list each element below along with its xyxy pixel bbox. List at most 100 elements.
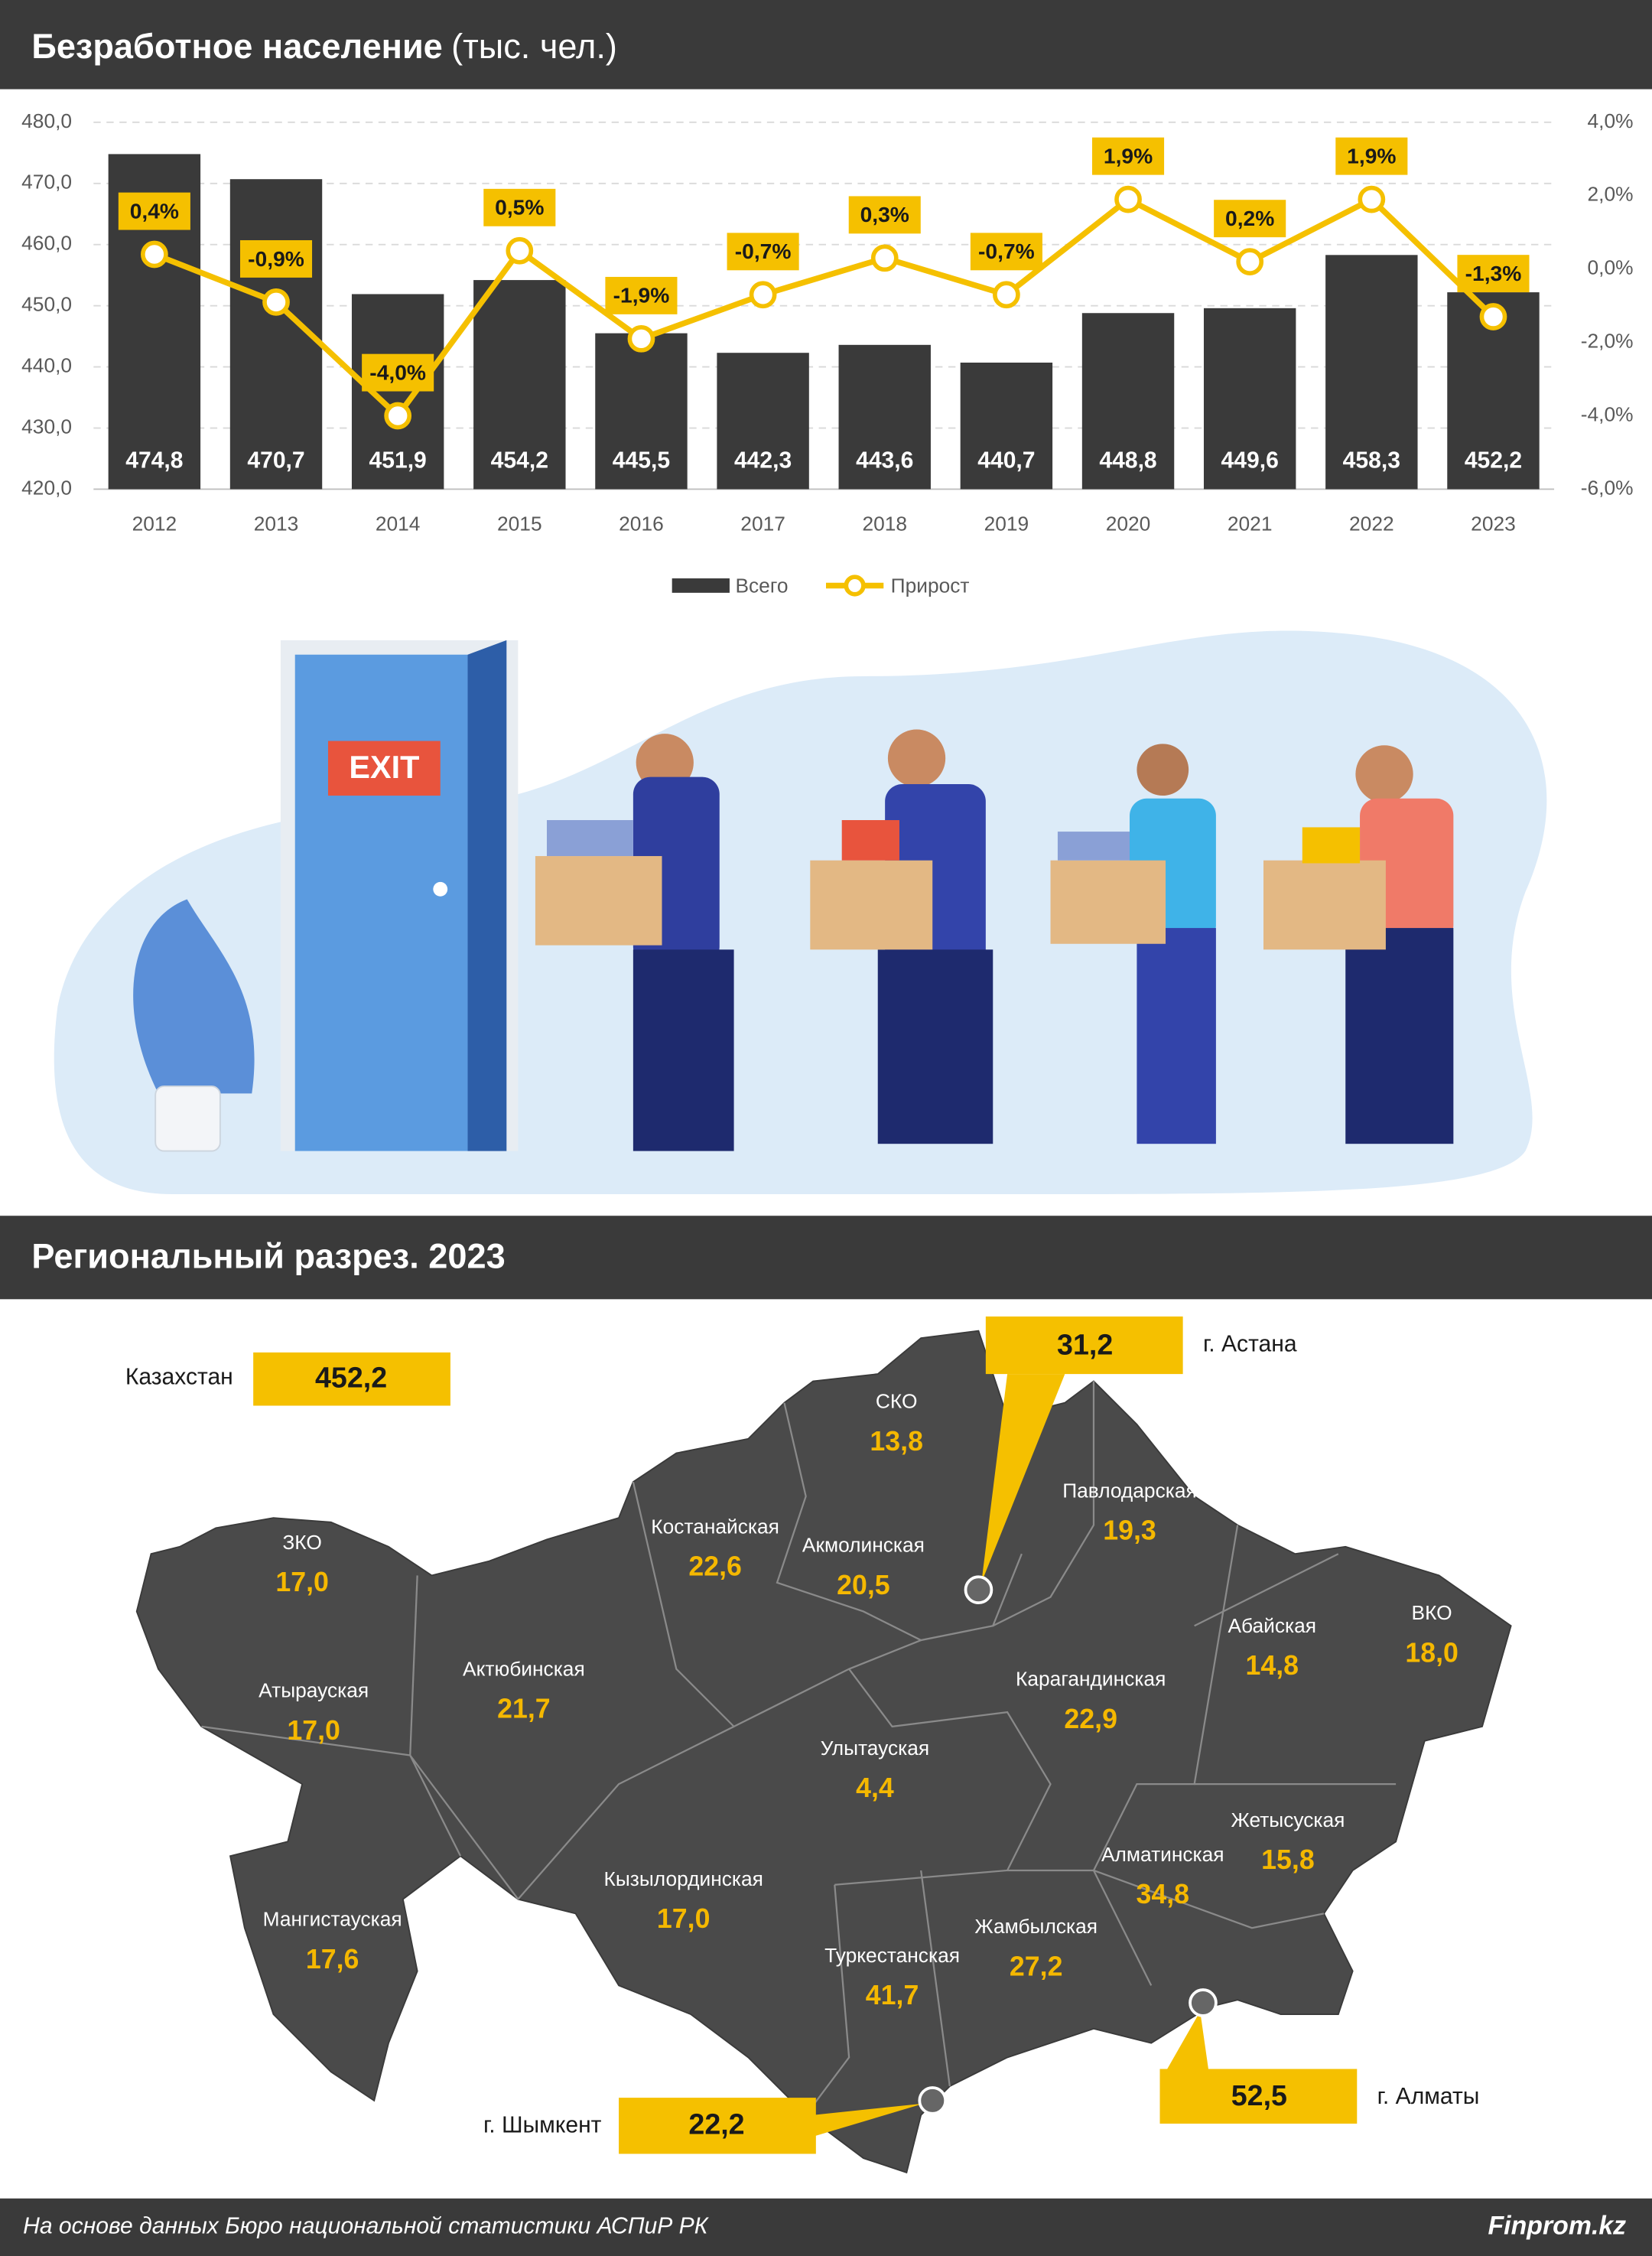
bar-value-label: 440,7 [977, 448, 1035, 474]
plant-pot [154, 1086, 221, 1152]
region-name: Карагандинская [1016, 1668, 1166, 1691]
callout-box [253, 1352, 450, 1406]
line-value-label: 0,3% [860, 202, 909, 226]
region-value: 22,9 [1064, 1704, 1117, 1734]
x-tick-label: 2020 [1106, 512, 1151, 535]
bar-value-label: 452,2 [1465, 448, 1522, 474]
region-value: 21,7 [497, 1694, 551, 1724]
line-marker [1114, 185, 1142, 213]
y-tick-label: 460,0 [21, 232, 72, 255]
region-name: СКО [876, 1390, 918, 1413]
person [1263, 745, 1454, 1144]
legend-label: Прирост [891, 574, 970, 597]
bar-value-label: 448,8 [1099, 448, 1156, 474]
callout-pointer [981, 1374, 1065, 1583]
line-value-label: -0,7% [735, 239, 792, 263]
line-marker [262, 288, 290, 316]
x-tick-label: 2018 [862, 512, 907, 535]
y-tick-label: 480,0 [21, 109, 72, 132]
line-value-label: -1,9% [613, 283, 670, 308]
bar-value-label: 449,6 [1221, 448, 1279, 474]
line-value-label: 1,9% [1104, 143, 1153, 168]
bar [1203, 308, 1296, 490]
line-value-label: 0,4% [130, 198, 179, 223]
bar-value-label: 443,6 [856, 448, 913, 474]
y2-tick-label: -6,0% [1581, 476, 1634, 499]
bar [473, 280, 566, 490]
header-bar [0, 1216, 1652, 1300]
x-tick-label: 2022 [1349, 512, 1394, 535]
bar [595, 333, 688, 490]
region-value: 19,3 [1103, 1515, 1156, 1545]
chart-title: Безработное население [31, 27, 442, 66]
person [535, 734, 734, 1151]
line-value-label: -0,9% [248, 246, 304, 271]
y-tick-label: 420,0 [21, 476, 72, 499]
legend-swatch [672, 578, 730, 593]
value-label-box [605, 276, 678, 314]
line [153, 196, 1496, 421]
value-label-box [1092, 137, 1165, 175]
region-value: 17,0 [287, 1715, 340, 1746]
region-name: Жамбылская [974, 1915, 1098, 1938]
region-name: Акмолинская [802, 1534, 925, 1557]
value-label-box [1457, 255, 1530, 293]
line-value-label: -4,0% [369, 360, 426, 384]
region-value: 41,7 [866, 1980, 919, 2010]
region-name: Туркестанская [824, 1944, 960, 1967]
y2-tick-label: -2,0% [1581, 330, 1634, 353]
callout-value: 52,5 [1231, 2079, 1287, 2111]
line-value-label: 0,2% [1225, 206, 1274, 230]
exit-sign [327, 741, 441, 796]
line-value-label: -0,7% [978, 239, 1035, 263]
region-value: 17,0 [657, 1903, 711, 1934]
region-name: Мангистауская [263, 1908, 402, 1931]
line-value-label: 0,5% [495, 195, 544, 220]
callout-box [1159, 2069, 1358, 2124]
door [294, 654, 468, 1151]
city-marker [964, 1575, 993, 1605]
y-tick-label: 470,0 [21, 171, 72, 194]
value-label-box [118, 192, 190, 230]
region-value: 18,0 [1405, 1637, 1459, 1668]
y2-tick-label: 4,0% [1588, 109, 1634, 132]
line-marker [384, 402, 412, 430]
region-value: 20,5 [837, 1570, 890, 1600]
value-label-box [483, 188, 556, 226]
line-marker [870, 244, 899, 272]
line-value-label: 1,9% [1347, 143, 1396, 168]
region-name: ВКО [1412, 1601, 1452, 1624]
illustration: EXIT [54, 630, 1547, 1195]
x-tick-label: 2023 [1471, 512, 1516, 535]
x-tick-label: 2021 [1228, 512, 1273, 535]
callout-value: 31,2 [1057, 1328, 1113, 1360]
value-label-box [1214, 200, 1286, 238]
region-value: 34,8 [1136, 1879, 1189, 1909]
bar-value-label: 451,9 [369, 448, 427, 474]
callout-label: г. Шымкент [483, 2113, 602, 2138]
region-value: 14,8 [1245, 1650, 1299, 1681]
bar-value-label: 442,3 [734, 448, 792, 474]
bar [1081, 313, 1175, 490]
bar [351, 294, 444, 490]
region-value: 4,4 [856, 1773, 894, 1803]
callouts: Казахстан 452,2 г. Астана 31,2 г. Алматы… [125, 1316, 1480, 2154]
region-name: Актюбинская [463, 1657, 585, 1680]
x-tick-label: 2016 [619, 512, 664, 535]
footer-brand: Finprom.kz [1488, 2211, 1627, 2240]
value-label-box [970, 233, 1042, 271]
line-marker [1236, 248, 1264, 275]
header-title: Безработное население (тыс. чел.) [31, 27, 617, 66]
value-label-box [848, 196, 921, 234]
value-label-box [1335, 137, 1408, 175]
y-tick-label: 430,0 [21, 415, 72, 438]
footer-source: На основе данных Бюро национальной стати… [23, 2213, 710, 2238]
callout-label: г. Алматы [1377, 2084, 1480, 2109]
region-value: 17,0 [275, 1567, 329, 1597]
line-marker [993, 281, 1020, 309]
chart: 420,0 430,0 440,0 450,0 460,0 470,0 480,0 -6,0%… [21, 109, 1633, 597]
region-borders [201, 1381, 1397, 2116]
region-name: Абайская [1228, 1614, 1316, 1637]
bar [717, 353, 809, 490]
